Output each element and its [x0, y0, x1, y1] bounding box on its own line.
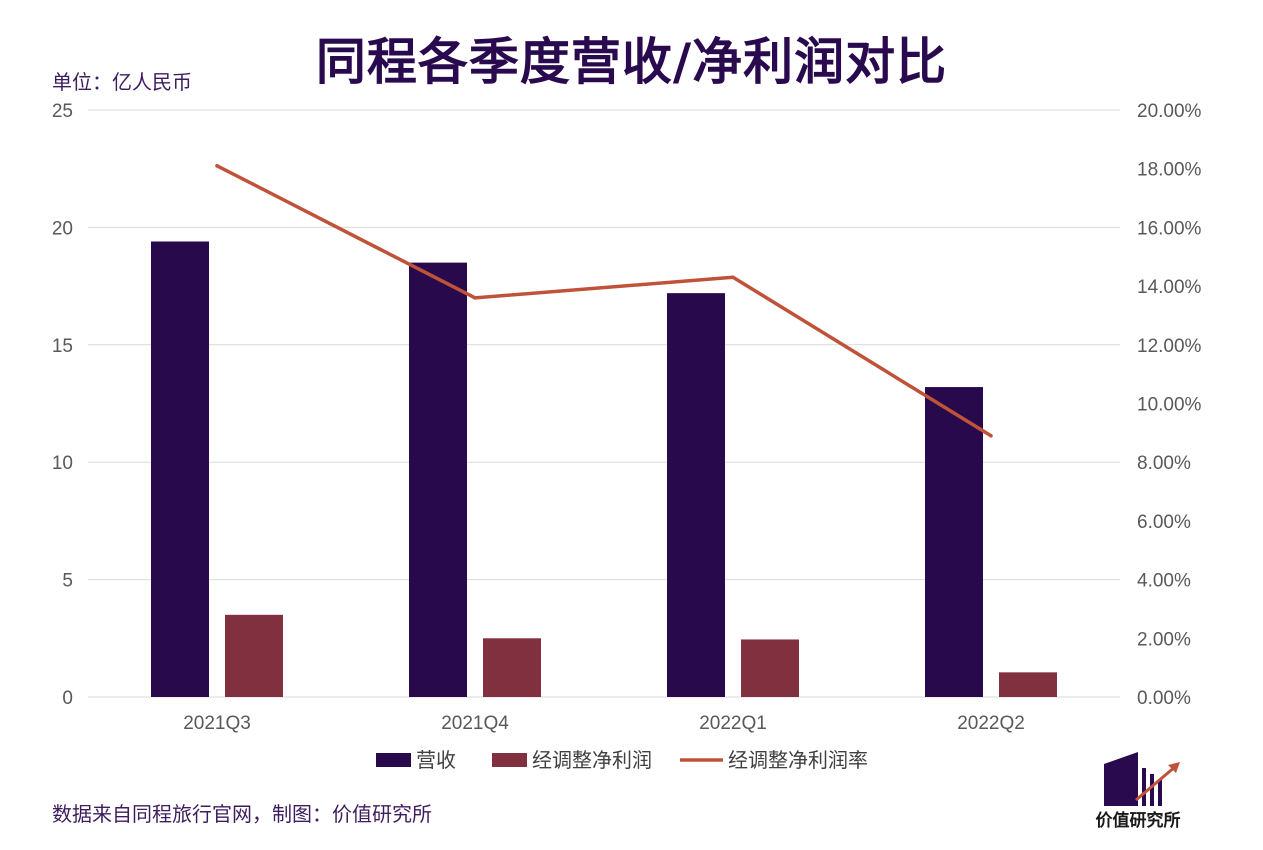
legend-label: 经调整净利润率	[728, 748, 868, 772]
margin-line-point	[215, 163, 219, 168]
left-tick-label: 10	[52, 453, 73, 474]
chart-title: 同程各季度营收/净利润对比	[315, 33, 948, 91]
margin-line	[215, 163, 993, 438]
left-tick-label: 5	[62, 571, 73, 592]
left-tick-label: 25	[52, 101, 73, 122]
net-profit-bar	[483, 638, 541, 697]
logo-text: 价值研究所	[1095, 811, 1181, 831]
margin-line-point	[473, 296, 477, 300]
revenue-bar	[151, 241, 209, 697]
unit-label: 单位：亿人民币	[52, 70, 192, 94]
legend: 营收 经调整净利润 经调整净利润率	[376, 748, 868, 772]
revenue-bar	[925, 387, 983, 697]
bars	[151, 241, 1057, 697]
right-tick-label: 4.00%	[1137, 571, 1191, 592]
legend-label: 经调整净利润	[532, 748, 652, 772]
x-tick-label: 2021Q4	[441, 713, 509, 734]
source-note: 数据来自同程旅行官网，制图：价值研究所	[52, 802, 432, 826]
margin-line-point	[989, 433, 993, 438]
x-axis-ticks: 2021Q3 2021Q4 2022Q1 2022Q2	[183, 713, 1025, 734]
right-axis-ticks: 0.00% 2.00% 4.00% 6.00% 8.00% 10.00% 12.00% 14.…	[1137, 101, 1202, 709]
margin-line-path	[216, 164, 992, 438]
right-tick-label: 16.00%	[1137, 218, 1202, 239]
net-profit-bar	[741, 639, 799, 697]
margin-line-point	[731, 275, 735, 280]
revenue-bar	[667, 293, 725, 697]
left-tick-label: 15	[52, 336, 73, 357]
right-tick-label: 6.00%	[1137, 512, 1191, 533]
right-tick-label: 14.00%	[1137, 277, 1202, 298]
right-tick-label: 20.00%	[1137, 101, 1202, 122]
right-tick-label: 12.00%	[1137, 336, 1202, 357]
left-tick-label: 20	[52, 218, 73, 239]
x-tick-label: 2021Q3	[183, 713, 251, 734]
right-tick-label: 0.00%	[1137, 688, 1191, 709]
left-tick-label: 0	[62, 688, 73, 709]
right-tick-label: 8.00%	[1137, 453, 1191, 474]
x-tick-label: 2022Q2	[957, 713, 1025, 734]
right-tick-label: 10.00%	[1137, 395, 1202, 416]
left-axis-ticks: 0 5 10 15 20 25	[52, 101, 73, 709]
legend-swatch	[492, 753, 527, 767]
net-profit-bar	[225, 614, 283, 697]
legend-swatch	[376, 753, 411, 767]
legend-label: 营收	[416, 748, 456, 772]
right-tick-label: 2.00%	[1137, 629, 1191, 650]
right-tick-label: 18.00%	[1137, 160, 1202, 181]
revenue-bar	[409, 262, 467, 697]
logo-icon	[1104, 752, 1180, 806]
x-tick-label: 2022Q1	[699, 713, 767, 734]
net-profit-bar	[999, 672, 1057, 697]
